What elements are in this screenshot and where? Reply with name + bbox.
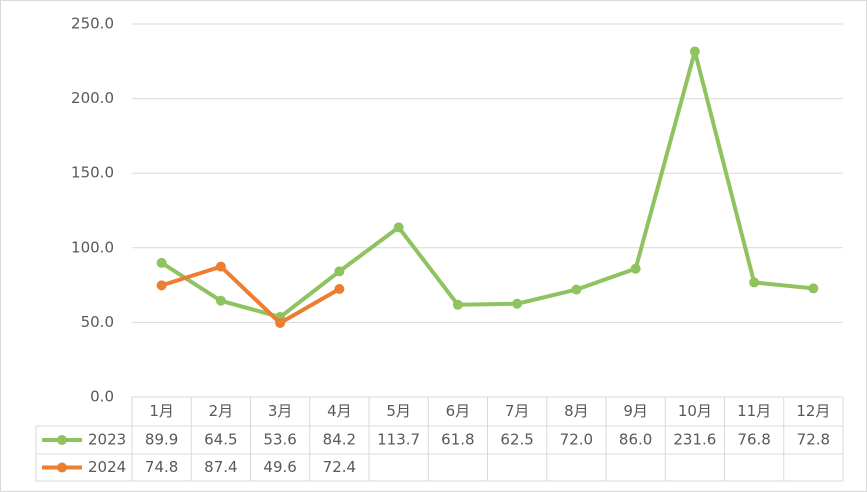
data-label: 86.0 [619,431,652,449]
legend-label: 2024 [88,458,126,476]
x-tick-label: 5月 [386,402,411,420]
x-tick-label: 1月 [149,402,174,420]
data-label: 113.7 [377,431,420,449]
x-tick-label: 3月 [268,402,293,420]
legend-marker [57,435,67,445]
x-tick-label: 11月 [737,402,771,420]
series-line [161,264,341,325]
point [512,298,523,309]
point [334,266,345,277]
y-tick-label: 50.0 [81,313,114,331]
legend-label: 2023 [88,431,126,449]
y-tick-label: 150.0 [71,164,114,182]
data-label: 61.8 [441,431,474,449]
data-label: 72.4 [323,458,356,476]
data-label: 87.4 [204,458,237,476]
point [393,222,404,233]
legend-marker [57,462,67,473]
data-label: 231.6 [673,431,716,449]
point [156,280,167,291]
y-tick-label: 250.0 [71,15,114,33]
point [808,283,819,294]
data-label: 72.8 [797,431,830,449]
x-tick-label: 10月 [678,402,712,420]
point [630,263,641,274]
point [215,295,226,306]
x-tick-label: 9月 [623,402,648,420]
point [749,277,760,288]
point [689,46,700,57]
x-tick-label: 6月 [446,402,471,420]
x-tick-label: 2月 [209,402,234,420]
y-tick-label: 200.0 [71,89,114,107]
data-label: 72.0 [560,431,593,449]
x-tick-label: 8月 [564,402,589,420]
data-label: 62.5 [500,431,533,449]
x-tick-label: 4月 [327,402,352,420]
point [571,284,582,295]
y-tick-label: 100.0 [71,238,114,256]
data-label: 89.9 [145,431,178,449]
data-label: 49.6 [263,458,296,476]
point [452,299,463,310]
point [156,257,167,268]
point [334,283,345,294]
y-tick-label: 0.0 [90,388,114,406]
point [275,317,286,328]
data-label: 76.8 [737,431,770,449]
x-tick-label: 12月 [796,402,830,420]
data-label: 53.6 [263,431,296,449]
x-tick-label: 7月 [505,402,530,420]
point [215,261,226,272]
data-label: 74.8 [145,458,178,476]
data-label: 64.5 [204,431,237,449]
data-label: 84.2 [323,431,356,449]
